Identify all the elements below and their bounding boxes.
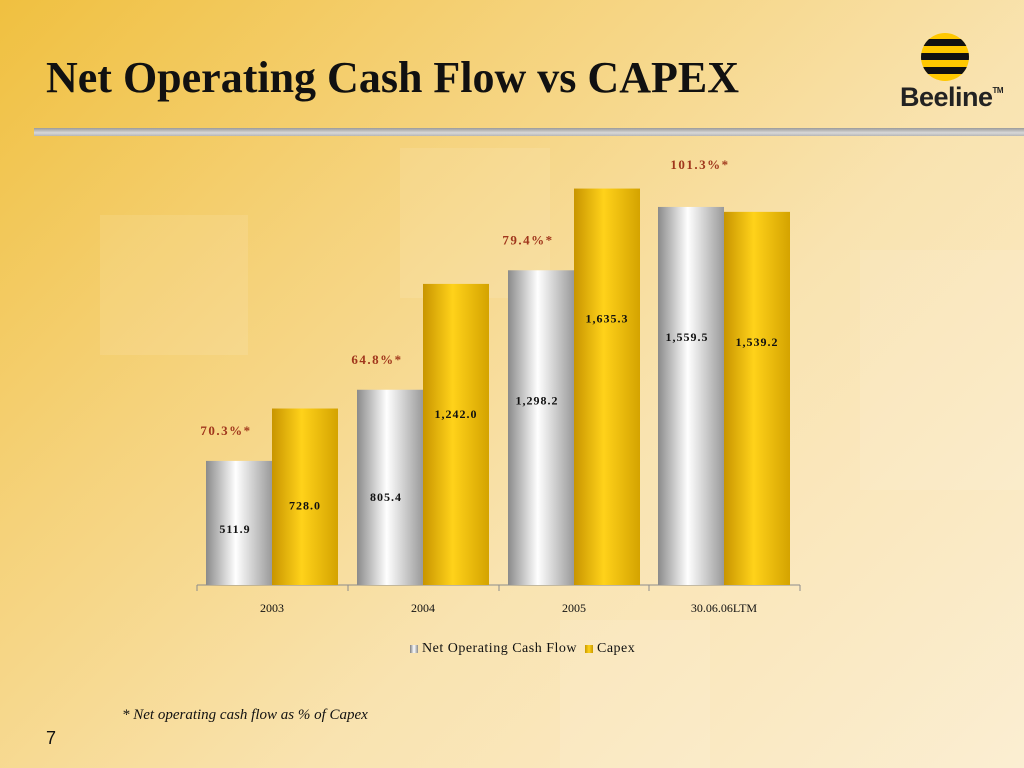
background-tile: [100, 215, 248, 355]
footnote: * Net operating cash flow as % of Capex: [122, 707, 368, 723]
bar-capex: [423, 283, 489, 585]
bar-net-operating-cash-flow: [206, 460, 272, 585]
bar-value-label: 1,242.0: [435, 407, 478, 421]
bar-value-label: 1,539.2: [736, 335, 779, 349]
bar-value-label: 1,559.5: [666, 330, 709, 344]
ratio-annotation: 64.8%*: [351, 352, 402, 367]
ratio-annotation: 70.3%*: [200, 423, 251, 438]
x-tick-label: 2004: [411, 601, 435, 615]
bar-value-label: 511.9: [219, 522, 250, 536]
title-divider: [34, 128, 1024, 136]
x-tick-label: 2005: [562, 601, 586, 615]
legend-swatch: [584, 645, 593, 653]
bar-net-operating-cash-flow: [658, 206, 724, 585]
ratio-annotation: 79.4%*: [502, 232, 553, 247]
slide-title: Net Operating Cash Flow vs CAPEX: [46, 53, 739, 102]
bar-capex: [574, 188, 640, 585]
page-number: 7: [46, 728, 57, 748]
bar-value-label: 1,298.2: [516, 393, 559, 407]
beeline-logo: BeelineTM: [896, 32, 1006, 112]
legend-swatch: [410, 645, 418, 653]
x-tick-label: 2003: [260, 601, 284, 615]
legend-item-net-operating-cash-flow: Net Operating Cash Flow: [410, 641, 577, 657]
background-tile: [560, 620, 710, 768]
bar-value-label: 1,635.3: [586, 312, 629, 326]
logo-wordmark: BeelineTM: [900, 82, 1004, 112]
chart-legend: Net Operating Cash Flow Capex: [410, 641, 643, 657]
bar-net-operating-cash-flow: [508, 270, 574, 585]
legend-label: Net Operating Cash Flow: [422, 641, 577, 656]
bar-capex: [272, 408, 338, 585]
bar-net-operating-cash-flow: [357, 389, 423, 585]
legend-label: Capex: [596, 641, 636, 656]
bar-capex: [724, 211, 790, 586]
bar-value-label: 805.4: [370, 490, 402, 504]
bar-value-label: 728.0: [289, 499, 321, 513]
legend-item-capex: Capex: [584, 641, 636, 657]
bee-stripes-icon: [921, 33, 969, 81]
ratio-annotation: 101.3%*: [670, 157, 729, 172]
background-tile: [860, 250, 1024, 490]
x-tick-label: 30.06.06LTM: [691, 601, 758, 615]
